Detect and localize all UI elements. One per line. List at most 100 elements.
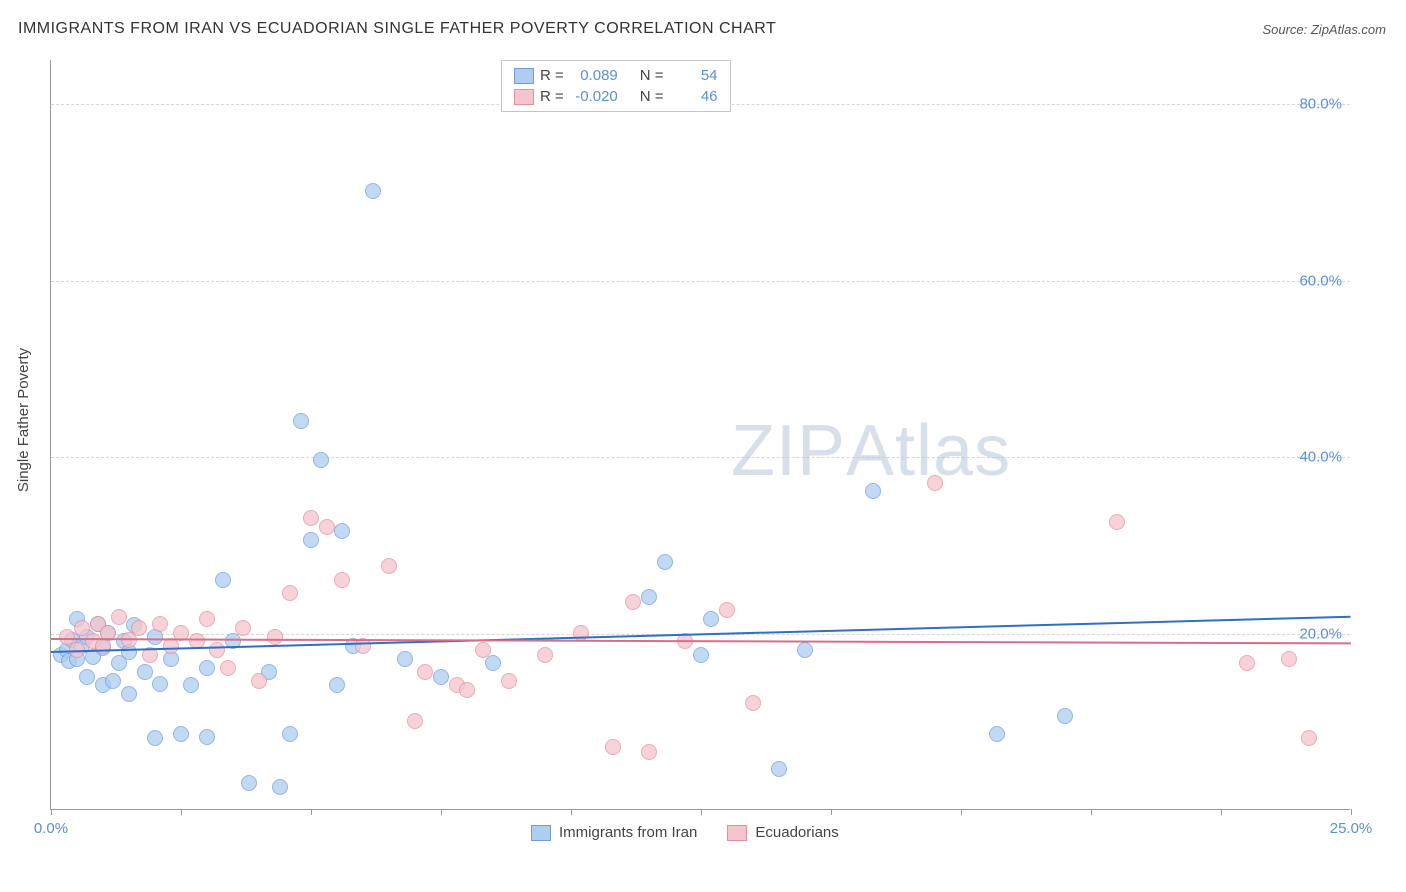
gridline bbox=[51, 281, 1350, 282]
legend-swatch bbox=[514, 68, 534, 84]
data-point bbox=[313, 452, 329, 468]
source-link[interactable]: ZipAtlas.com bbox=[1311, 22, 1386, 37]
data-point bbox=[1281, 651, 1297, 667]
x-tick-mark bbox=[831, 809, 832, 815]
data-point bbox=[152, 676, 168, 692]
data-point bbox=[1109, 514, 1125, 530]
data-point bbox=[693, 647, 709, 663]
x-tick-mark bbox=[51, 809, 52, 815]
y-tick-label: 80.0% bbox=[1299, 96, 1342, 113]
x-tick-mark bbox=[1091, 809, 1092, 815]
data-point bbox=[215, 572, 231, 588]
data-point bbox=[199, 611, 215, 627]
data-point bbox=[605, 739, 621, 755]
data-point bbox=[989, 726, 1005, 742]
data-point bbox=[475, 642, 491, 658]
legend-n-label: N = bbox=[640, 67, 664, 84]
data-point bbox=[537, 647, 553, 663]
data-point bbox=[220, 660, 236, 676]
data-point bbox=[485, 655, 501, 671]
data-point bbox=[152, 616, 168, 632]
data-point bbox=[173, 726, 189, 742]
data-point bbox=[407, 713, 423, 729]
y-tick-label: 20.0% bbox=[1299, 625, 1342, 642]
data-point bbox=[397, 651, 413, 667]
data-point bbox=[625, 594, 641, 610]
x-tick-label: 0.0% bbox=[34, 820, 68, 837]
watermark: ZIPAtlas bbox=[731, 410, 1011, 492]
stats-legend-row: R = -0.020 N = 46 bbox=[514, 86, 718, 107]
series-legend: Immigrants from Iran Ecuadorians bbox=[531, 824, 839, 841]
legend-series-label: Ecuadorians bbox=[755, 824, 838, 841]
data-point bbox=[703, 611, 719, 627]
data-point bbox=[251, 673, 267, 689]
data-point bbox=[329, 677, 345, 693]
trend-line bbox=[51, 638, 1351, 644]
data-point bbox=[303, 532, 319, 548]
legend-swatch bbox=[531, 825, 551, 841]
data-point bbox=[1057, 708, 1073, 724]
data-point bbox=[865, 483, 881, 499]
data-point bbox=[147, 730, 163, 746]
source-attribution: Source: ZipAtlas.com bbox=[1262, 22, 1386, 37]
data-point bbox=[111, 609, 127, 625]
data-point bbox=[199, 660, 215, 676]
data-point bbox=[282, 585, 298, 601]
legend-r-value: 0.089 bbox=[570, 67, 618, 84]
data-point bbox=[293, 413, 309, 429]
data-point bbox=[641, 744, 657, 760]
data-point bbox=[745, 695, 761, 711]
x-tick-mark bbox=[701, 809, 702, 815]
legend-r-value: -0.020 bbox=[570, 88, 618, 105]
data-point bbox=[79, 669, 95, 685]
data-point bbox=[719, 602, 735, 618]
source-prefix: Source: bbox=[1262, 22, 1310, 37]
data-point bbox=[797, 642, 813, 658]
legend-n-label: N = bbox=[640, 88, 664, 105]
data-point bbox=[121, 686, 137, 702]
data-point bbox=[199, 729, 215, 745]
data-point bbox=[105, 673, 121, 689]
data-point bbox=[417, 664, 433, 680]
data-point bbox=[272, 779, 288, 795]
y-tick-label: 60.0% bbox=[1299, 272, 1342, 289]
data-point bbox=[381, 558, 397, 574]
data-point bbox=[303, 510, 319, 526]
legend-r-label: R = bbox=[540, 67, 564, 84]
legend-swatch bbox=[727, 825, 747, 841]
legend-r-label: R = bbox=[540, 88, 564, 105]
data-point bbox=[433, 669, 449, 685]
data-point bbox=[282, 726, 298, 742]
data-point bbox=[1239, 655, 1255, 671]
data-point bbox=[927, 475, 943, 491]
data-point bbox=[131, 620, 147, 636]
gridline bbox=[51, 457, 1350, 458]
data-point bbox=[334, 523, 350, 539]
scatter-plot: R =0.089N =54R =-0.020N =46 ZIPAtlas Imm… bbox=[50, 60, 1350, 810]
chart-title: IMMIGRANTS FROM IRAN VS ECUADORIAN SINGL… bbox=[18, 20, 776, 38]
x-tick-mark bbox=[311, 809, 312, 815]
legend-item: Ecuadorians bbox=[727, 824, 838, 841]
data-point bbox=[235, 620, 251, 636]
x-tick-mark bbox=[571, 809, 572, 815]
x-tick-mark bbox=[441, 809, 442, 815]
data-point bbox=[1301, 730, 1317, 746]
data-point bbox=[319, 519, 335, 535]
stats-legend-row: R =0.089N =54 bbox=[514, 65, 718, 86]
legend-n-value: 46 bbox=[670, 88, 718, 105]
y-tick-label: 40.0% bbox=[1299, 449, 1342, 466]
data-point bbox=[241, 775, 257, 791]
data-point bbox=[267, 629, 283, 645]
data-point bbox=[209, 642, 225, 658]
legend-item: Immigrants from Iran bbox=[531, 824, 697, 841]
x-tick-mark bbox=[1351, 809, 1352, 815]
data-point bbox=[459, 682, 475, 698]
x-tick-label: 25.0% bbox=[1330, 820, 1373, 837]
data-point bbox=[137, 664, 153, 680]
x-tick-mark bbox=[961, 809, 962, 815]
watermark-part1: ZIP bbox=[731, 411, 846, 491]
data-point bbox=[334, 572, 350, 588]
data-point bbox=[641, 589, 657, 605]
data-point bbox=[365, 183, 381, 199]
data-point bbox=[771, 761, 787, 777]
